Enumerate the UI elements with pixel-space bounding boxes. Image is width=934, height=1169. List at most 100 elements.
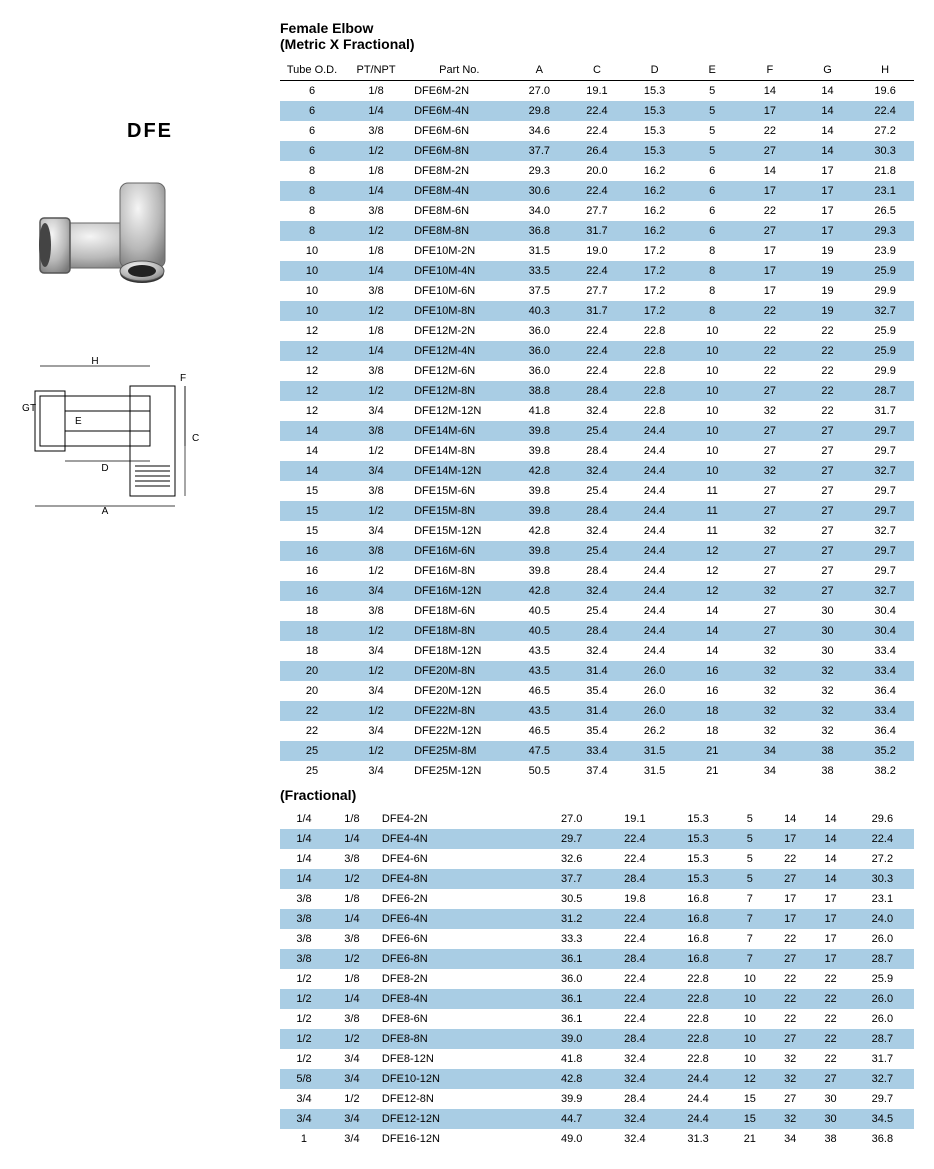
table-cell: 16.8: [666, 889, 729, 909]
table-cell: 33.4: [856, 661, 914, 681]
table-cell: 27: [810, 1069, 850, 1089]
table-row: 101/8DFE10M-2N31.519.017.28171923.9: [280, 241, 914, 261]
table-cell: 24.0: [851, 909, 914, 929]
table-cell: 22: [280, 701, 344, 721]
table-cell: 22.8: [626, 341, 684, 361]
table-cell: 15.3: [666, 809, 729, 829]
table-cell: DFE6M-2N: [408, 81, 510, 102]
table-header-row: Tube O.D. PT/NPT Part No. A C D E F G H: [280, 60, 914, 81]
table-cell: 10: [683, 361, 741, 381]
table-cell: DFE8-2N: [376, 969, 540, 989]
table-cell: 1/8: [344, 321, 408, 341]
table-cell: 14: [683, 641, 741, 661]
table-cell: 30.4: [856, 621, 914, 641]
table-cell: 25.4: [568, 481, 626, 501]
table-cell: 1/4: [328, 989, 376, 1009]
table-cell: 10: [683, 441, 741, 461]
table-cell: 30.3: [851, 869, 914, 889]
table-cell: 29.7: [856, 421, 914, 441]
col-a: A: [511, 60, 569, 81]
table-cell: 11: [683, 481, 741, 501]
table-cell: 1/4: [344, 261, 408, 281]
table-cell: 14: [741, 161, 799, 181]
table-cell: 3/8: [328, 1009, 376, 1029]
table-cell: 22: [810, 1049, 850, 1069]
table-cell: 22.8: [666, 1029, 729, 1049]
table-cell: 26.0: [851, 1009, 914, 1029]
table-cell: 32: [770, 1109, 810, 1129]
table-cell: DFE10M-8N: [408, 301, 510, 321]
table-cell: 15.3: [626, 121, 684, 141]
table-cell: 39.9: [540, 1089, 603, 1109]
table-cell: 3/4: [280, 1089, 328, 1109]
table-cell: 3/4: [344, 461, 408, 481]
table-cell: 33.5: [511, 261, 569, 281]
table-cell: 17: [770, 889, 810, 909]
table-cell: 27.0: [540, 809, 603, 829]
table-cell: 30: [810, 1109, 850, 1129]
table-row: 1/21/2DFE8-8N39.028.422.810272228.7: [280, 1029, 914, 1049]
table-cell: 10: [730, 969, 770, 989]
table-cell: 17: [741, 281, 799, 301]
table-cell: 27: [741, 501, 799, 521]
table-cell: 12: [280, 341, 344, 361]
table-cell: 30.3: [856, 141, 914, 161]
table-cell: 17: [799, 201, 857, 221]
table-row: 153/4DFE15M-12N42.832.424.411322732.7: [280, 521, 914, 541]
table-cell: 28.4: [568, 561, 626, 581]
table-cell: 34: [770, 1129, 810, 1149]
table-cell: 16.2: [626, 221, 684, 241]
table-cell: DFE4-8N: [376, 869, 540, 889]
table-cell: 3/8: [280, 909, 328, 929]
table-cell: 22.8: [666, 969, 729, 989]
table-cell: 27: [799, 581, 857, 601]
table-cell: DFE10M-6N: [408, 281, 510, 301]
table-cell: 3/8: [328, 849, 376, 869]
table-cell: 28.4: [603, 869, 666, 889]
table-cell: DFE25M-8M: [408, 741, 510, 761]
table-cell: 22.4: [603, 829, 666, 849]
table-cell: 15: [280, 501, 344, 521]
table-cell: 32.4: [568, 521, 626, 541]
table-cell: 16.8: [666, 949, 729, 969]
table-cell: 11: [683, 501, 741, 521]
table-cell: 22: [799, 321, 857, 341]
table-cell: 14: [799, 81, 857, 102]
table-cell: 22: [810, 1009, 850, 1029]
table-cell: 28.4: [568, 441, 626, 461]
table-cell: 12: [280, 401, 344, 421]
table-cell: 16: [280, 581, 344, 601]
table-cell: 32.4: [568, 581, 626, 601]
table-cell: 22.8: [666, 1049, 729, 1069]
table-cell: DFE16-12N: [376, 1129, 540, 1149]
table-cell: 1/2: [344, 621, 408, 641]
table-cell: 32.4: [568, 641, 626, 661]
table-cell: 22: [770, 929, 810, 949]
table-row: 103/8DFE10M-6N37.527.717.28171929.9: [280, 281, 914, 301]
table-cell: 31.7: [851, 1049, 914, 1069]
table-cell: 10: [683, 381, 741, 401]
table-cell: 17.2: [626, 261, 684, 281]
table-row: 143/4DFE14M-12N42.832.424.410322732.7: [280, 461, 914, 481]
dim-a-label: A: [102, 506, 109, 516]
table-cell: 3/8: [344, 481, 408, 501]
table-cell: 7: [730, 909, 770, 929]
table-cell: 36.4: [856, 721, 914, 741]
left-column: DFE: [20, 20, 280, 519]
table-cell: 3/4: [328, 1049, 376, 1069]
table-cell: 29.9: [856, 281, 914, 301]
table-row: 3/81/2DFE6-8N36.128.416.87271728.7: [280, 949, 914, 969]
table-cell: 14: [741, 81, 799, 102]
table-cell: 38.2: [856, 761, 914, 781]
table-row: 1/41/4DFE4-4N29.722.415.35171422.4: [280, 829, 914, 849]
table-row: 123/4DFE12M-12N41.832.422.810322231.7: [280, 401, 914, 421]
table-cell: DFE4-2N: [376, 809, 540, 829]
table-cell: 1: [280, 1129, 328, 1149]
spec-table-metric: Tube O.D. PT/NPT Part No. A C D E F G H …: [280, 60, 914, 781]
table-cell: 22.4: [603, 989, 666, 1009]
table-cell: 39.0: [540, 1029, 603, 1049]
table-cell: 27.0: [511, 81, 569, 102]
table-cell: 1/8: [328, 809, 376, 829]
table-cell: 32: [770, 1069, 810, 1089]
table-cell: 24.4: [626, 621, 684, 641]
